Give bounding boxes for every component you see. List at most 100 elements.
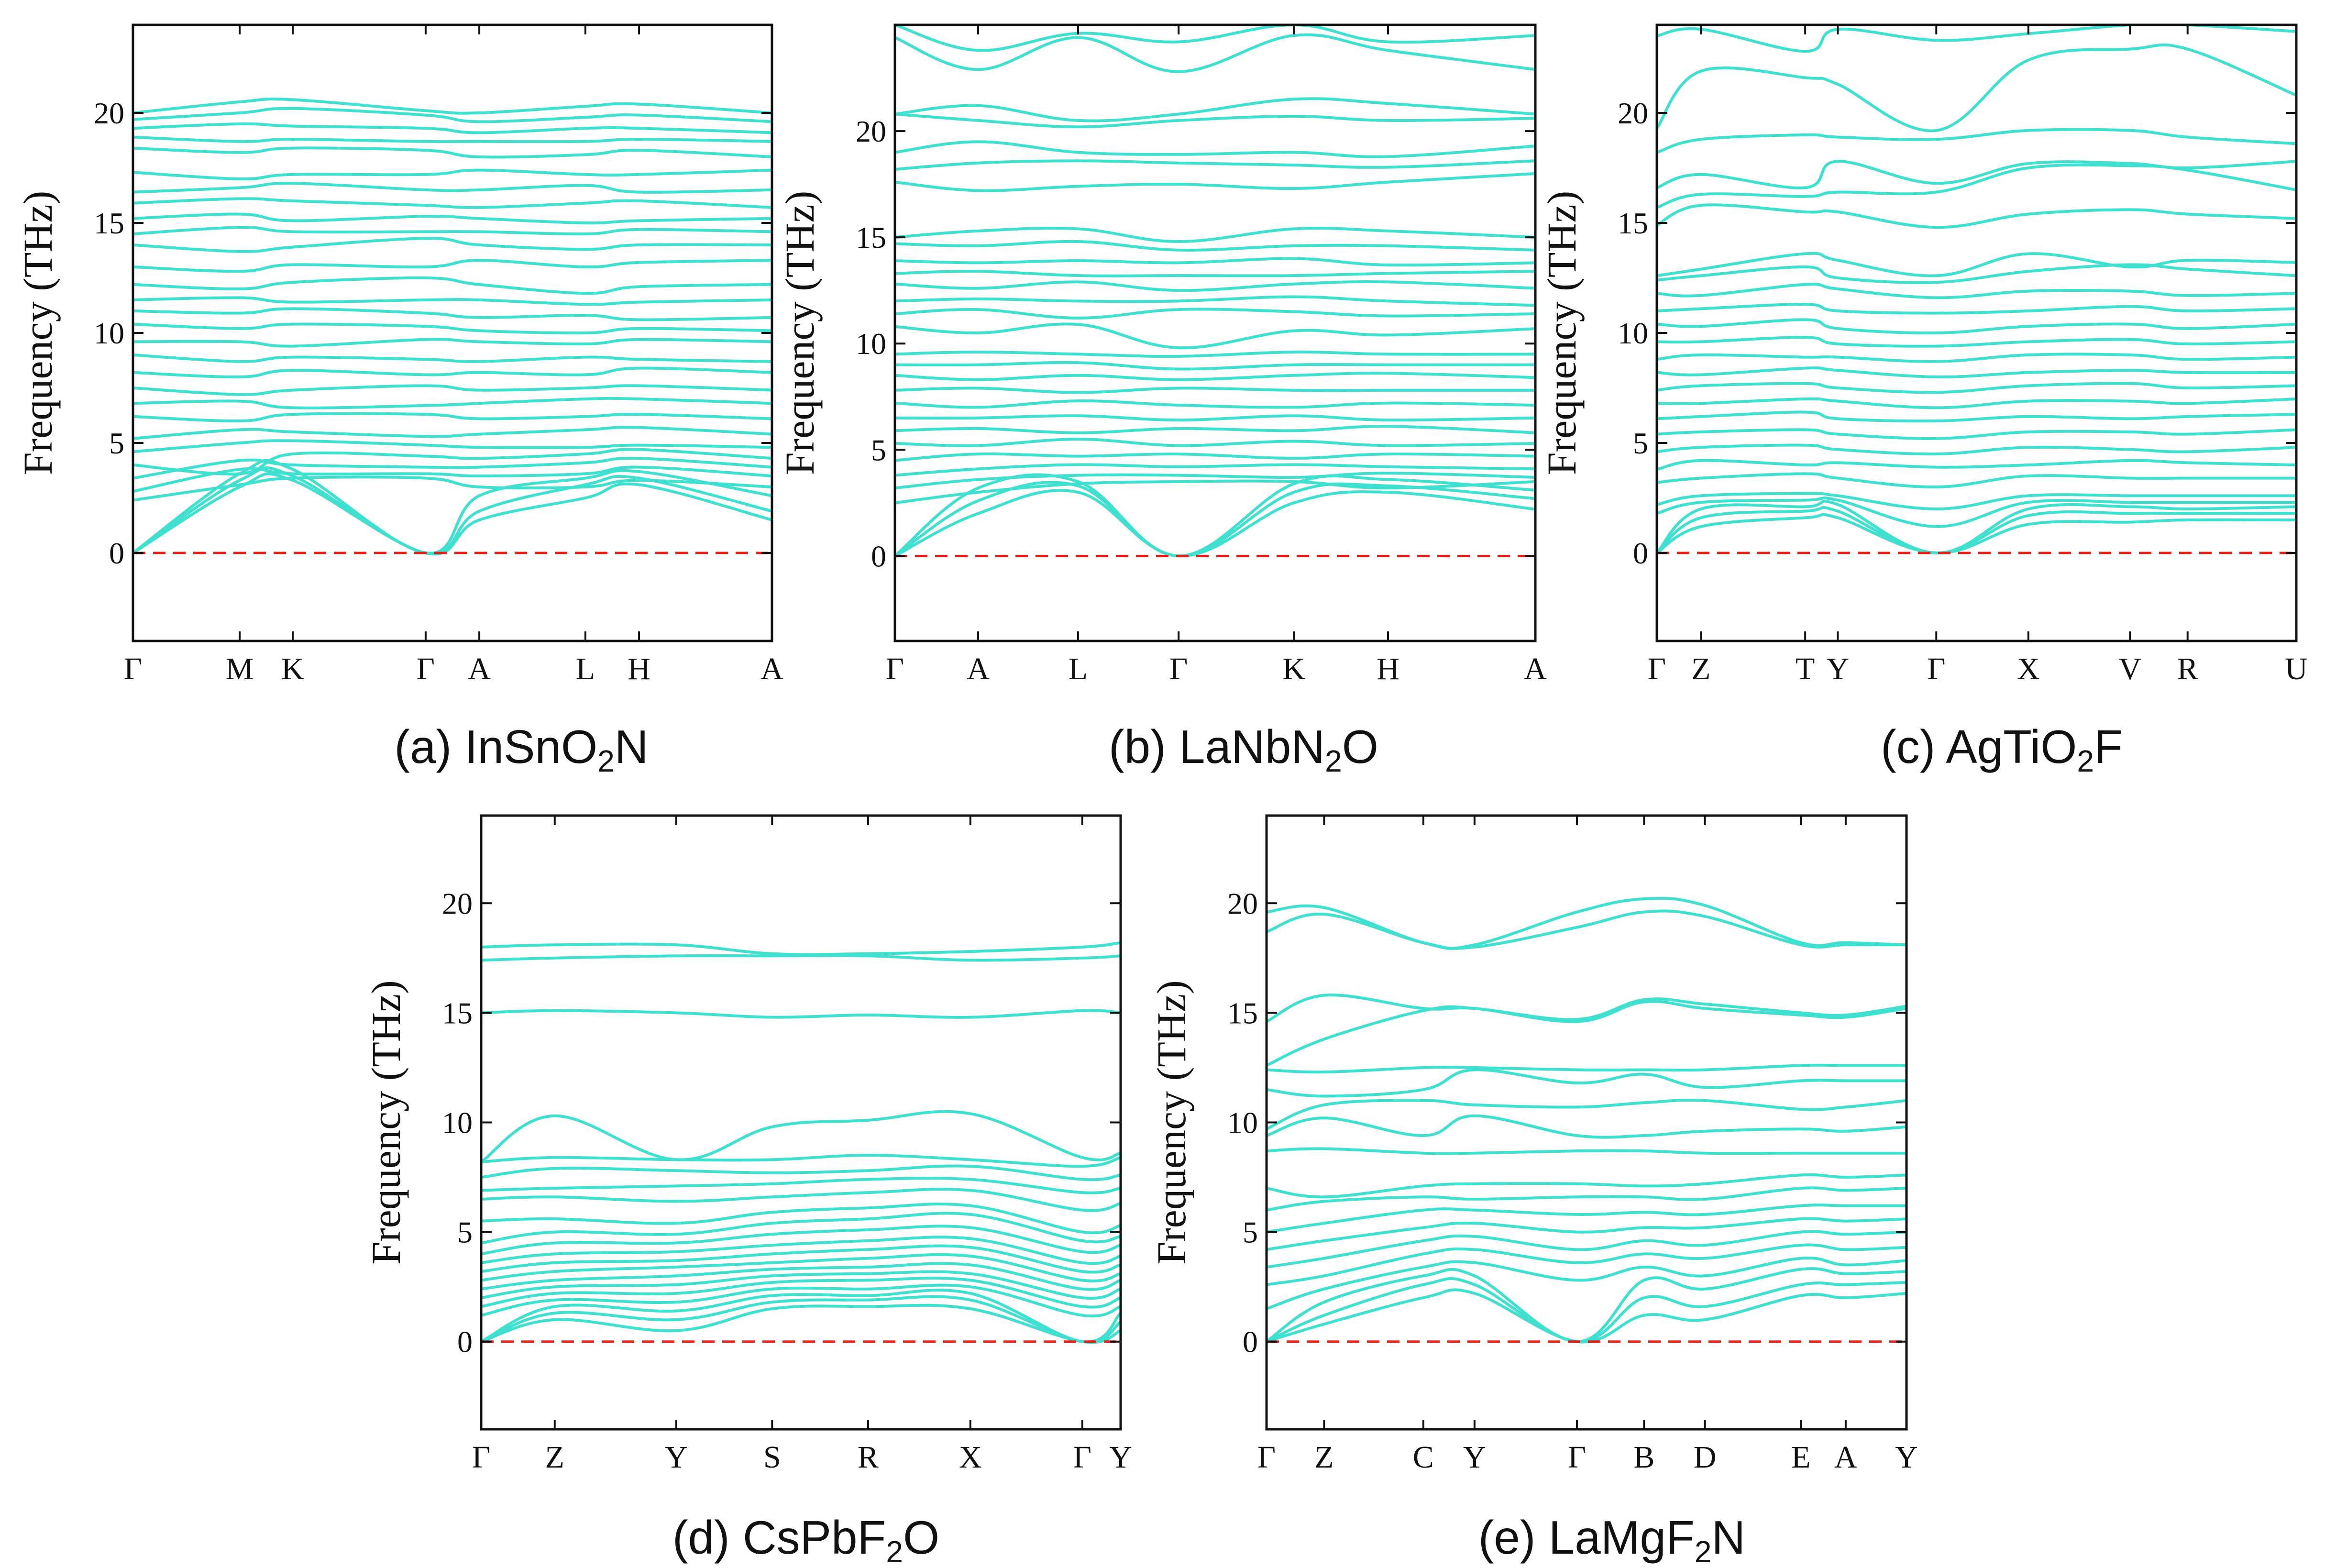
phonon-band-18 (1657, 283, 2296, 299)
y-tick-label: 10 (94, 316, 124, 350)
phonon-band-23 (895, 226, 1535, 243)
phonon-band-5 (481, 1276, 1121, 1309)
k-point-label: U (2285, 651, 2308, 686)
y-tick-label: 10 (1227, 1106, 1258, 1140)
phonon-band-23 (133, 212, 772, 225)
k-point-label: A (760, 651, 783, 686)
phonon-band-2 (1267, 1277, 1906, 1343)
phonon-band-21 (895, 257, 1535, 267)
phonon-band-1 (1657, 513, 2296, 555)
phonon-band-4 (1267, 1256, 1906, 1310)
panel-title: (c) AgTiO2F (1881, 720, 2123, 778)
k-point-label: K (1282, 651, 1305, 686)
phonon-band-14 (133, 353, 772, 363)
band-group (1657, 25, 2296, 555)
phonon-band-21 (481, 941, 1121, 956)
phonon-band-2 (1657, 506, 2296, 555)
y-axis-title: Frequency (THz) (363, 980, 409, 1265)
k-point-label: C (1413, 1440, 1434, 1475)
phonon-band-2 (133, 466, 772, 555)
plot-frame (1265, 814, 1908, 1431)
k-point-label: Z (545, 1440, 564, 1475)
k-point-label: T (1796, 651, 1815, 686)
phonon-band-24 (895, 172, 1535, 192)
phonon-band-9 (133, 426, 772, 440)
phonon-band-6 (481, 1270, 1121, 1300)
band-group (481, 941, 1121, 1344)
phonon-band-20 (481, 954, 1121, 962)
phonon-band-4 (895, 479, 1535, 505)
phonon-band-7 (895, 452, 1535, 462)
y-tick-label: 10 (442, 1106, 473, 1140)
k-point-label: L (1069, 651, 1088, 686)
panel-title: (e) LaMgF2N (1478, 1511, 1745, 1568)
phonon-band-22 (895, 240, 1535, 252)
y-tick-label: 5 (457, 1215, 473, 1249)
phonon-band-21 (1657, 203, 2296, 229)
phonon-band-12 (481, 1212, 1121, 1245)
phonon-band-7 (1267, 1217, 1906, 1251)
phonon-band-4 (481, 1283, 1121, 1318)
k-point-label: R (2177, 651, 2198, 686)
phonon-band-12 (1267, 1114, 1906, 1139)
phonon-band-6 (895, 463, 1535, 477)
k-point-label: Γ (1169, 651, 1188, 686)
y-axis-title: Frequency (THz) (1539, 191, 1585, 475)
phonon-band-15 (1267, 1063, 1906, 1074)
phonon-band-9 (1657, 428, 2296, 440)
phonon-band-25 (133, 182, 772, 194)
phonon-band-20 (895, 270, 1535, 277)
k-point-label: Y (1109, 1440, 1132, 1475)
panel-b: 0 5 10 15 20 Γ A L Γ K H A Frequency (THz) (b) LaNbN2… (777, 23, 1547, 778)
k-point-label: Γ (472, 1440, 490, 1475)
phonon-band-7 (133, 448, 772, 475)
phonon-band-8 (1267, 1204, 1906, 1234)
k-point-label: D (1694, 1440, 1717, 1475)
k-point-label: Z (1314, 1440, 1333, 1475)
k-point-label: H (1377, 651, 1399, 686)
y-tick-label: 20 (94, 96, 124, 130)
phonon-band-8 (895, 438, 1535, 447)
phonon-band-23 (1657, 160, 2296, 189)
phonon-band-26 (133, 168, 772, 181)
phonon-band-3 (133, 459, 772, 555)
y-tick-label: 5 (1633, 426, 1648, 460)
phonon-band-8 (481, 1253, 1121, 1282)
phonon-band-17 (481, 1154, 1121, 1168)
phonon-band-4 (133, 475, 772, 502)
y-tick-label: 10 (1618, 316, 1648, 350)
phonon-band-20 (133, 259, 772, 273)
y-tick-label: 0 (1633, 536, 1648, 570)
k-point-label: Z (1691, 651, 1710, 686)
phonon-band-19 (895, 280, 1535, 292)
phonon-band-18 (1267, 909, 1906, 950)
phonon-band-28 (895, 97, 1535, 122)
phonon-band-6 (133, 456, 772, 480)
phonon-band-10 (1267, 1173, 1906, 1199)
phonon-band-15 (481, 1177, 1121, 1194)
phonon-band-27 (895, 112, 1535, 129)
phonon-band-3 (481, 1289, 1121, 1344)
phonon-band-13 (895, 372, 1535, 381)
phonon-band-11 (895, 399, 1535, 409)
phonon-band-31 (133, 97, 772, 115)
y-axis-title: Frequency (THz) (15, 191, 61, 475)
k-point-label: A (967, 651, 990, 686)
k-point-label: L (576, 651, 595, 686)
y-tick-label: 15 (856, 221, 886, 254)
y-tick-label: 0 (1243, 1325, 1258, 1359)
phonon-band-1 (481, 1303, 1121, 1344)
phonon-band-11 (1267, 1147, 1906, 1155)
phonon-band-21 (133, 237, 772, 253)
k-point-label: M (226, 651, 254, 686)
phonon-band-5 (1267, 1243, 1906, 1286)
y-tick-label: 20 (1618, 96, 1648, 130)
y-tick-label: 10 (856, 327, 886, 361)
phonon-band-15 (133, 338, 772, 348)
y-tick-label: 15 (94, 206, 124, 240)
